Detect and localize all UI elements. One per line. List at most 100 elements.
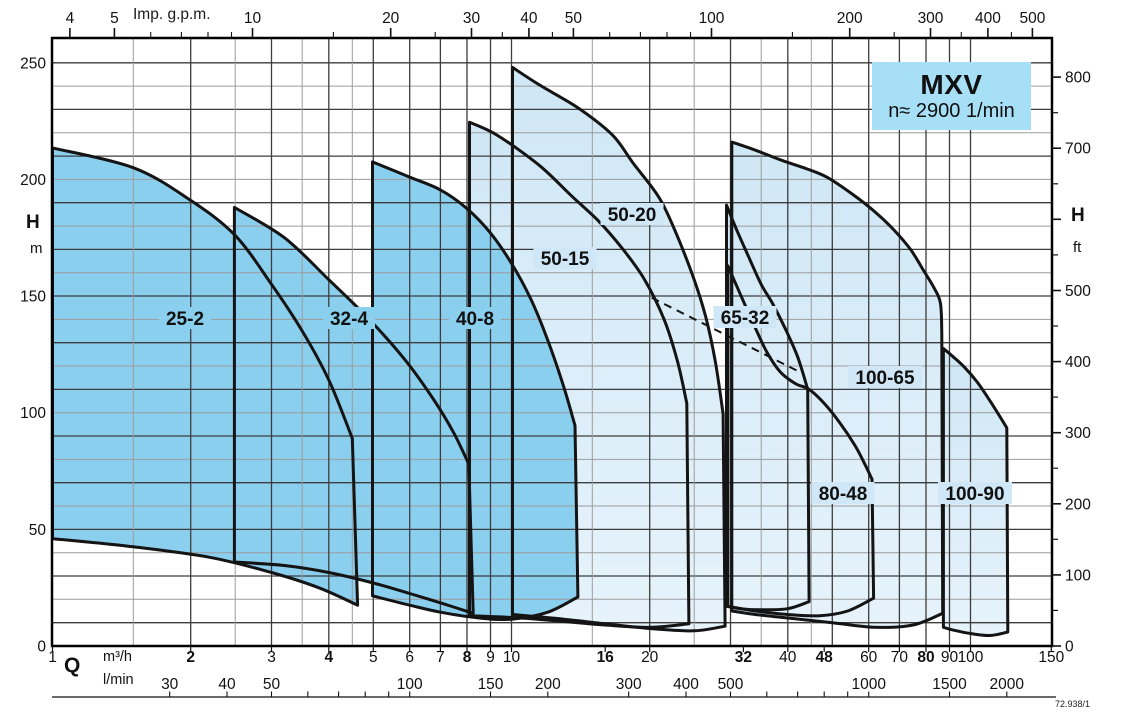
envelope-label-bg [159, 307, 211, 329]
right-tick-label-800: 800 [1065, 70, 1091, 87]
envelope-label-bg [713, 306, 777, 328]
top-tick-label-400: 400 [975, 10, 1001, 27]
top-tick-label-50: 50 [565, 10, 583, 27]
envelope-outline-50-20 [511, 65, 727, 633]
bottom-tick-label-1: 1 [48, 649, 57, 666]
right-tick-label-400: 400 [1065, 354, 1091, 371]
bottom-tick-label-9: 9 [486, 649, 495, 666]
lmin-label-50: 50 [263, 676, 281, 693]
bottom-tick-label-150: 150 [1038, 649, 1064, 666]
left-tick-label-50: 50 [29, 522, 47, 539]
envelope-label-text: 100-90 [945, 484, 1004, 505]
right-axis: 0 100 200 300 400 500 700 800 [1052, 70, 1091, 656]
right-axis-symbol: H [1071, 205, 1085, 226]
top-tick-label-30: 30 [463, 10, 481, 27]
envelope-label-32-4: 32-4 [323, 307, 375, 330]
bottom-tick-label-3: 3 [267, 649, 276, 666]
envelope-label-text: 50-15 [541, 249, 590, 270]
envelope-outline-100-65 [730, 140, 945, 629]
envelope-label-50-20: 50-20 [600, 203, 664, 226]
bottom-tick-label-10: 10 [503, 649, 521, 666]
lmin-label-2000: 2000 [990, 676, 1025, 693]
plot-area: 25-2 32-4 40-8 50-15 50-20 65-32 80-48 100-65 10… [52, 38, 1052, 646]
envelope-outline-80-48 [726, 264, 876, 618]
lmin-label-100: 100 [397, 676, 423, 693]
right-tick-label-500: 500 [1065, 283, 1091, 300]
lmin-label-40: 40 [218, 676, 236, 693]
envelope-label-bg [533, 247, 597, 269]
model-info-box: MXV n≈ 2900 1/min [872, 62, 1031, 130]
bottom-tick-label-80: 80 [917, 649, 934, 666]
bottom-tick-label-4: 4 [324, 649, 333, 666]
envelope-label-text: 40-8 [456, 309, 494, 330]
bottom-tick-label-32: 32 [735, 649, 752, 666]
top-tick-label-100: 100 [699, 10, 725, 27]
envelope-label-text: 25-2 [166, 309, 204, 330]
envelope-label-text: 100-65 [855, 368, 915, 389]
left-axis: 0 50 100 150 200 250 [20, 55, 46, 655]
envelope-label-bg [848, 366, 922, 388]
right-tick-label-200: 200 [1065, 496, 1091, 513]
lmin-label-400: 400 [673, 676, 699, 693]
envelope-fills-dark [52, 147, 578, 620]
lmin-label-200: 200 [535, 676, 561, 693]
envelope-label-40-8: 40-8 [449, 307, 501, 330]
envelope-label-text: 32-4 [330, 309, 368, 330]
right-tick-label-0: 0 [1065, 639, 1074, 656]
left-axis-symbol: H [26, 212, 40, 233]
lmin-label-300: 300 [616, 676, 642, 693]
left-tick-label-0: 0 [37, 639, 46, 656]
bottom-tick-label-5: 5 [369, 649, 378, 666]
bottom-tick-label-40: 40 [779, 649, 797, 666]
envelope-outlines [52, 65, 1010, 638]
bottom-axis-lmin: 30 40 50 100 150 200 300 400 500 1000 1500 2000 [52, 676, 1056, 698]
lmin-label-1500: 1500 [932, 676, 967, 693]
envelope-label-50-15: 50-15 [533, 247, 597, 270]
envelope-label-text: 50-20 [608, 205, 657, 226]
top-axis: 4 5 10 20 30 40 50 100 200 300 400 500 [66, 10, 1046, 38]
bottom-tick-label-7: 7 [436, 649, 445, 666]
envelope-outline-25-2 [52, 146, 360, 607]
envelope-label-100-65: 100-65 [848, 366, 922, 389]
envelope-label-25-2: 25-2 [159, 307, 211, 330]
bottom-tick-label-2: 2 [186, 649, 195, 666]
top-tick-label-10: 10 [244, 10, 262, 27]
lmin-label-500: 500 [718, 676, 744, 693]
left-tick-label-100: 100 [20, 405, 46, 422]
right-tick-label-300: 300 [1065, 425, 1091, 442]
top-tick-label-300: 300 [918, 10, 944, 27]
envelope-outline-65-32 [725, 203, 811, 612]
envelope-outline-40-8 [371, 160, 580, 622]
model-speed: n≈ 2900 1/min [888, 100, 1015, 123]
envelope-label-bg [323, 307, 375, 329]
flow-unit-lmin: l/min [103, 672, 134, 688]
top-tick-label-20: 20 [382, 10, 400, 27]
envelope-outline-50-15 [468, 120, 691, 629]
envelope-labels: 25-2 32-4 40-8 50-15 50-20 65-32 80-48 100-65 10… [159, 203, 1012, 505]
bottom-tick-label-60: 60 [860, 649, 878, 666]
envelope-label-bg [811, 482, 875, 504]
left-axis-unit: m [30, 240, 43, 257]
top-axis-title: Imp. g.p.m. [133, 6, 211, 23]
envelope-label-100-90: 100-90 [938, 482, 1012, 505]
lmin-label-1000: 1000 [851, 676, 886, 693]
left-tick-label-250: 250 [20, 55, 46, 72]
envelope-label-80-48: 80-48 [811, 482, 875, 505]
top-tick-label-40: 40 [520, 10, 538, 27]
bottom-tick-label-100: 100 [958, 649, 984, 666]
bottom-tick-label-6: 6 [405, 649, 414, 666]
envelope-label-bg [449, 307, 501, 329]
bottom-tick-label-20: 20 [641, 649, 659, 666]
bottom-tick-label-16: 16 [597, 649, 615, 666]
right-tick-label-100: 100 [1065, 567, 1091, 584]
flow-unit-m3h: m³/h [103, 649, 132, 665]
bottom-axis-m3h: 1 2 3 4 5 6 7 8 9 10 16 20 32 40 48 60 70 80 90 100 150 [48, 647, 1065, 666]
model-name: MXV [920, 68, 983, 100]
left-tick-label-200: 200 [20, 172, 46, 189]
bottom-tick-label-70: 70 [891, 649, 909, 666]
top-tick-label-200: 200 [837, 10, 863, 27]
top-tick-label-4: 4 [66, 10, 75, 27]
envelope-label-65-32: 65-32 [713, 306, 777, 329]
